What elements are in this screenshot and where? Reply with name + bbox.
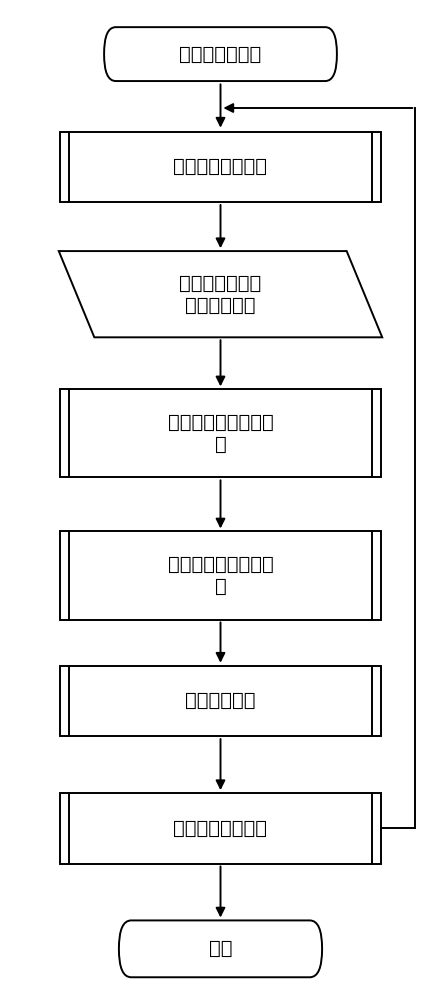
Text: 测控应用数据分析处
理: 测控应用数据分析处 理 bbox=[168, 555, 273, 596]
Text: 边缘计算流程图: 边缘计算流程图 bbox=[179, 45, 262, 64]
Bar bbox=[60, 531, 381, 620]
Bar bbox=[60, 132, 381, 202]
Text: 结束: 结束 bbox=[209, 939, 232, 958]
Bar bbox=[60, 793, 381, 864]
Text: 综合诊断分析: 综合诊断分析 bbox=[185, 691, 256, 710]
Text: 系统运行状态分析处
理: 系统运行状态分析处 理 bbox=[168, 413, 273, 454]
Text: 运行分析报告生成: 运行分析报告生成 bbox=[173, 819, 268, 838]
FancyBboxPatch shape bbox=[119, 920, 322, 977]
Text: 收集数据写入数
据库统一管理: 收集数据写入数 据库统一管理 bbox=[179, 274, 262, 315]
Bar bbox=[60, 389, 381, 477]
FancyBboxPatch shape bbox=[104, 27, 337, 81]
Polygon shape bbox=[59, 251, 382, 337]
Bar bbox=[60, 666, 381, 736]
Text: 运维数据收集处理: 运维数据收集处理 bbox=[173, 157, 268, 176]
